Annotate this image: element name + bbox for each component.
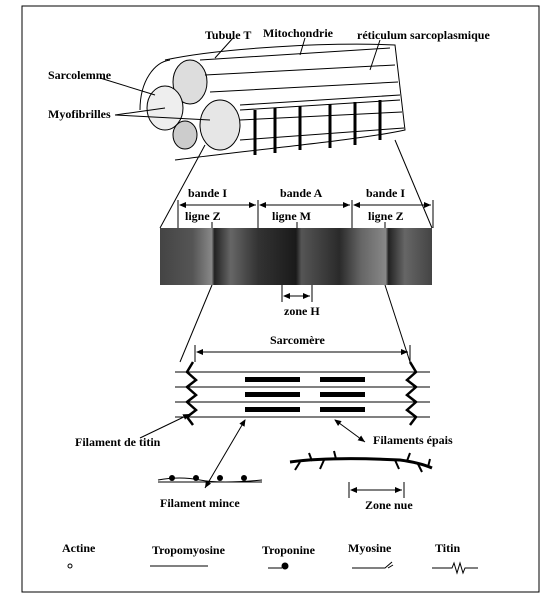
- label: bande I: [188, 186, 227, 200]
- label: Sarcomère: [270, 333, 326, 347]
- label: Filament mince: [160, 496, 240, 510]
- label: bande A: [280, 186, 323, 200]
- thin-filament: [157, 475, 263, 483]
- legend-label: Tropomyosine: [152, 543, 226, 557]
- label: zone H: [284, 304, 320, 318]
- label: Zone nue: [365, 498, 413, 512]
- label: Myofibrilles: [48, 107, 111, 121]
- label: ligne Z: [185, 209, 221, 223]
- legend: Actine Tropomyosine Troponine Myosine Ti…: [62, 541, 478, 575]
- thick-filament: [289, 450, 433, 498]
- label: Filament de titin: [75, 435, 161, 449]
- label: Tubule T: [205, 28, 251, 42]
- muscle-fiber: [99, 37, 433, 229]
- label: bande I: [366, 186, 405, 200]
- label: ligne M: [272, 209, 311, 223]
- frame: [21, 5, 540, 593]
- label: réticulum sarcoplasmique: [357, 28, 490, 42]
- legend-label: Myosine: [348, 541, 392, 555]
- legend-label: Troponine: [262, 543, 316, 557]
- micrograph: [160, 200, 434, 363]
- label: Sarcolemme: [48, 68, 112, 82]
- label: Mitochondrie: [263, 26, 334, 40]
- label: Filaments épais: [373, 433, 453, 447]
- legend-label: Actine: [62, 541, 96, 555]
- sarcomere: [139, 345, 430, 489]
- legend-label: Titin: [435, 541, 460, 555]
- label: ligne Z: [368, 209, 404, 223]
